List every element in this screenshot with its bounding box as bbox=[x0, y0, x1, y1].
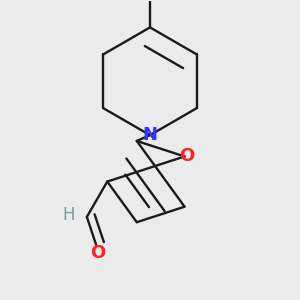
Text: O: O bbox=[179, 148, 194, 166]
Text: O: O bbox=[90, 244, 106, 262]
Text: H: H bbox=[62, 206, 74, 224]
Text: N: N bbox=[142, 126, 158, 144]
